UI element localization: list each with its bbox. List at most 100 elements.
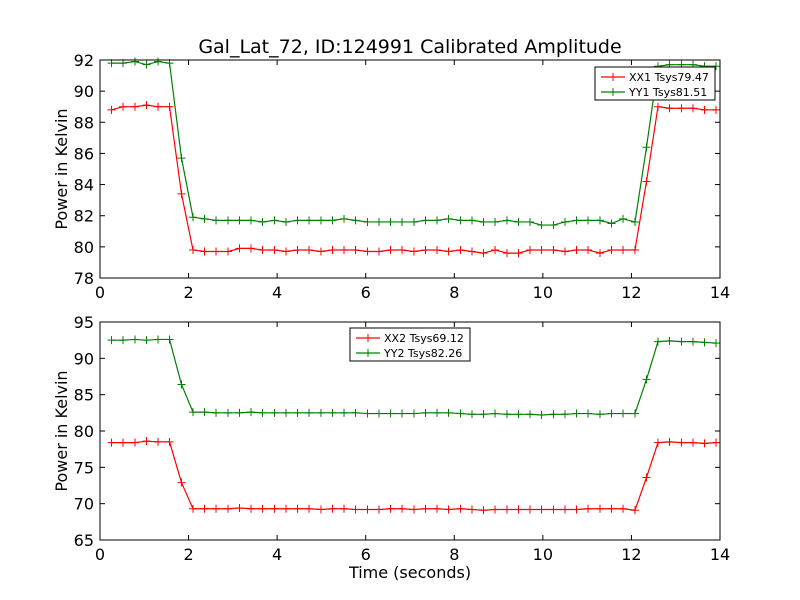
data-point [316, 247, 325, 256]
data-point [526, 245, 535, 254]
data-point [549, 221, 558, 230]
data-point [514, 217, 523, 226]
y-tick-label: 86 [74, 144, 94, 163]
x-tick-label: 12 [621, 545, 641, 564]
data-point [189, 213, 197, 222]
data-point [642, 177, 651, 186]
data-point [223, 504, 232, 513]
y-tick-label: 84 [74, 176, 94, 195]
data-point [340, 504, 349, 513]
y-tick-label: 82 [74, 207, 94, 226]
x-tick-label: 12 [621, 283, 641, 302]
y-tick-label: 90 [74, 349, 94, 368]
data-point [305, 216, 314, 225]
data-point [165, 102, 174, 111]
data-point [351, 245, 360, 254]
data-point [607, 504, 616, 513]
data-point [200, 408, 209, 417]
data-point [549, 410, 558, 419]
data-point [677, 438, 686, 447]
data-point [619, 214, 628, 223]
legend-marker [364, 349, 372, 357]
data-point [502, 249, 511, 258]
data-point [398, 409, 407, 418]
data-point [316, 505, 325, 514]
x-tick-label: 14 [710, 283, 730, 302]
data-point [607, 219, 616, 228]
data-point [363, 217, 372, 226]
x-tick-label: 10 [533, 283, 553, 302]
data-point [177, 380, 186, 389]
data-point [502, 410, 511, 419]
axes-frame [99, 59, 721, 279]
data-point [584, 409, 593, 418]
data-point [363, 409, 372, 418]
x-tick-label: 8 [449, 545, 459, 564]
data-point [142, 101, 151, 110]
data-point [619, 504, 628, 513]
data-point [526, 410, 535, 419]
legend-box [594, 66, 716, 101]
data-point [258, 408, 267, 417]
data-point [561, 217, 569, 226]
data-point [107, 336, 116, 345]
data-point [130, 335, 139, 344]
data-point [491, 505, 500, 514]
data-point [142, 437, 151, 446]
data-point [177, 478, 186, 487]
data-point [189, 504, 197, 513]
x-tick-label: 4 [272, 283, 282, 302]
y-axis-label: Power in Kelvin [52, 108, 71, 229]
data-point [572, 216, 581, 225]
data-point [142, 60, 151, 69]
data-point [607, 245, 616, 254]
data-point [572, 245, 581, 254]
data-point [235, 244, 244, 253]
data-point [154, 437, 163, 446]
data-point [595, 410, 604, 419]
data-point [130, 438, 139, 447]
data-point [572, 505, 581, 514]
data-point [305, 504, 314, 513]
legend-marker [609, 88, 617, 96]
data-point [189, 408, 197, 417]
data-point [130, 102, 139, 111]
data-point [514, 505, 523, 514]
data-point [282, 408, 290, 417]
data-point [270, 504, 279, 513]
data-point [619, 409, 628, 418]
data-point [433, 408, 442, 417]
data-point [409, 505, 418, 514]
data-point [386, 245, 395, 254]
data-point [154, 57, 163, 66]
data-point [340, 408, 349, 417]
data-point [584, 216, 593, 225]
data-point [177, 154, 186, 163]
data-point [456, 245, 465, 254]
data-point [665, 437, 674, 446]
data-point [468, 505, 476, 514]
data-point [375, 505, 383, 514]
data-point [444, 247, 453, 256]
series-1-1 [107, 101, 721, 258]
data-point [282, 504, 290, 513]
data-point [258, 217, 267, 226]
data-point [433, 504, 442, 513]
data-point [688, 438, 697, 447]
data-point [584, 245, 593, 254]
x-tick-label: 6 [361, 283, 371, 302]
data-point [142, 336, 151, 345]
data-point [363, 505, 372, 514]
legend-label: YY1 Tsys81.51 [628, 86, 707, 99]
data-point [386, 409, 395, 418]
data-point [712, 62, 721, 71]
data-point [688, 104, 697, 113]
data-point [398, 217, 407, 226]
data-point [479, 410, 488, 419]
data-point [561, 247, 569, 256]
data-point [119, 438, 128, 447]
data-point [328, 504, 337, 513]
data-point [444, 408, 453, 417]
